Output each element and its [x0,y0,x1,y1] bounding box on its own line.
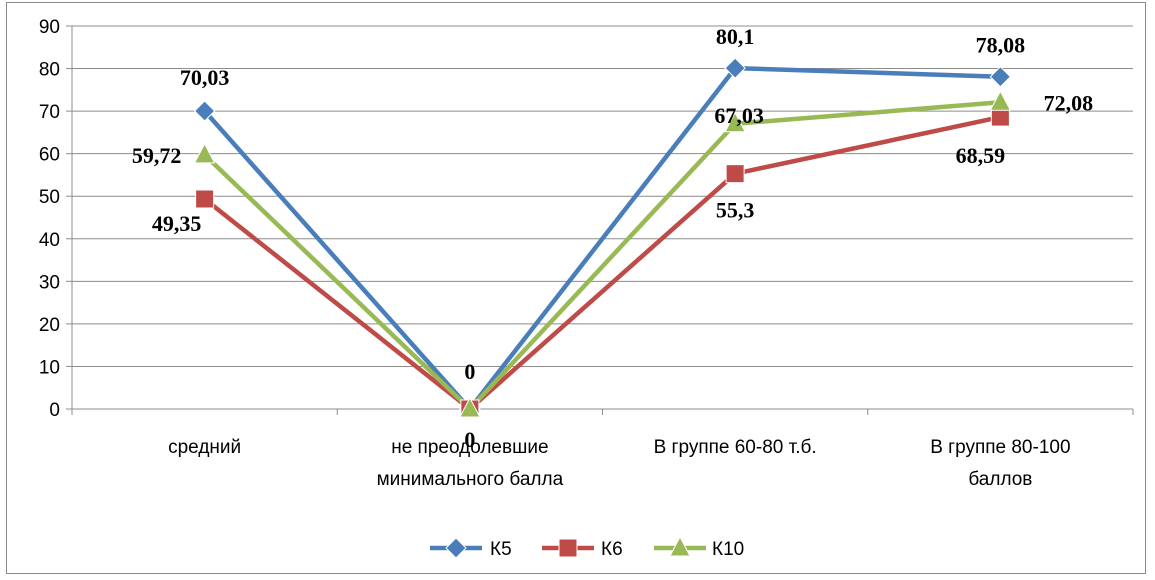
data-point [724,57,746,79]
y-tick-label: 80 [39,60,60,81]
data-point [195,189,215,209]
y-tick-label: 60 [39,145,60,166]
legend-label: К10 [712,539,744,560]
data-point [725,164,745,184]
legend-marker [669,535,691,557]
series-lines [193,57,1012,420]
legend: К5 К6 К10 [430,535,744,560]
data-point [989,66,1012,88]
legend-marker [445,537,467,559]
data-point [724,111,746,133]
x-category-label: минимального балла [377,469,564,490]
axes: 0 10 20 30 40 50 60 70 80 90 средний не преодолевши… [39,17,1134,490]
series-line-К10 [203,100,1001,412]
y-tick-label: 0 [49,400,60,421]
legend-marker [558,538,578,558]
y-tick-label: 90 [39,17,60,38]
y-tick-label: 70 [39,102,60,123]
data-point [989,90,1012,111]
data-label: 0 [464,359,475,384]
y-tick-label: 30 [39,272,60,293]
series-line-К6 [203,114,1001,412]
data-label: 59,72 [132,143,182,168]
data-label: 72,08 [1044,90,1094,115]
data-label: 0 [464,427,475,452]
legend-label: К5 [490,539,512,560]
x-category-label: В группе 60-80 т.б. [654,437,817,458]
data-point [459,396,481,418]
data-label: 49,35 [152,211,202,236]
data-point [193,100,216,122]
legend-label: К6 [601,539,623,560]
y-tick-label: 50 [39,187,60,208]
series-line-К5 [202,65,1001,412]
x-category-label: В группе 80-100 [930,437,1070,458]
data-label: 68,59 [956,143,1006,168]
data-label: 78,08 [976,33,1026,58]
data-label: 67,03 [714,103,764,128]
x-category-label: баллов [968,469,1032,490]
chart-frame [6,2,1146,574]
y-tick-label: 40 [39,230,60,251]
data-labels: 70,03 0 80,1 78,08 49,35 0 55,3 68,59 59,72 67,03… [132,24,1093,452]
y-tick-label: 10 [39,357,60,378]
data-label: 80,1 [716,24,755,49]
x-category-label: не преодолевшие [391,437,548,458]
x-category-label: средний [168,437,241,458]
gridlines [72,25,1133,367]
data-label: 70,03 [180,65,230,90]
data-point [990,107,1010,127]
data-point [193,142,216,164]
data-label: 55,3 [716,198,755,223]
y-tick-label: 20 [39,315,60,336]
